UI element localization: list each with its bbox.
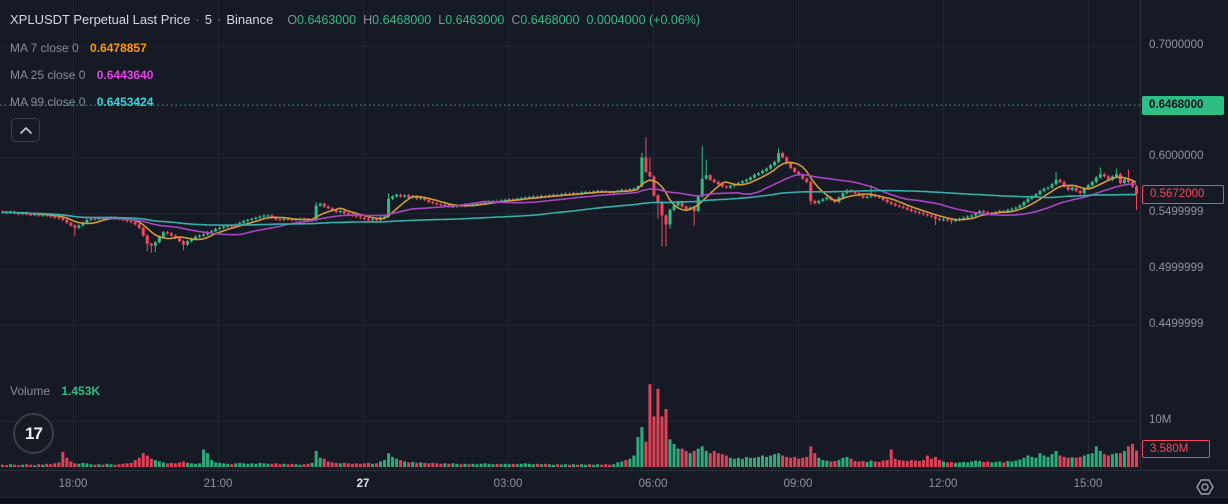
ma99-legend-row[interactable]: MA 99 close 0 0.6453424 (10, 95, 153, 109)
change-percent: (+0.06%) (649, 13, 701, 27)
time-axis-label: 27 (356, 478, 370, 490)
close-value: 0.6468000 (520, 13, 580, 27)
price-axis-label: 0.4499999 (1149, 317, 1204, 330)
tradingview-logo-glyph: 17 (25, 423, 43, 443)
time-axis-label: 09:00 (783, 478, 813, 490)
change-value: 0.0004000 (586, 13, 646, 27)
ma99-label: MA 99 close 0 (10, 95, 86, 109)
ohlc-readout: O0.6463000 H0.6468000 L0.6463000 C0.6468000… (287, 13, 700, 27)
time-axis-label: 06:00 (638, 478, 668, 490)
ma25-value: 0.6443640 (96, 68, 154, 82)
time-axis-label: 03:00 (493, 478, 523, 490)
title-separator: · (216, 12, 222, 27)
time-axis-label: 21:00 (203, 478, 233, 490)
current-volume-badge: 3.580M (1142, 439, 1210, 458)
volume-value: 1.453K (61, 384, 101, 398)
tradingview-logo[interactable]: 17 (13, 413, 54, 454)
ma7-value: 0.6478857 (90, 41, 147, 55)
widget-bottom-strip (0, 497, 1228, 504)
price-axis-label: 0.4999999 (1149, 262, 1204, 275)
price-axis-label: 0.7000000 (1149, 38, 1204, 51)
ma7-legend-row[interactable]: MA 7 close 0 0.6478857 (10, 41, 147, 55)
time-axis-label: 18:00 (58, 478, 88, 490)
price-axis-label: 0.5499999 (1149, 206, 1204, 219)
volume-legend-row[interactable]: Volume 1.453K (10, 384, 100, 398)
time-axis-label: 15:00 (1073, 478, 1103, 490)
low-value: 0.6463000 (445, 13, 505, 27)
open-label: O (287, 13, 298, 27)
axis-settings-gear-icon[interactable] (1194, 477, 1218, 497)
exchange-label: Binance (226, 12, 274, 27)
ma25-legend-row[interactable]: MA 25 close 0 0.6443640 (10, 68, 153, 82)
chevron-up-icon (19, 127, 32, 134)
high-value: 0.6468000 (372, 13, 432, 27)
current-close-badge: 0.5672000 (1142, 184, 1224, 204)
collapse-legend-button[interactable] (11, 118, 40, 142)
time-axis-label: 12:00 (928, 478, 958, 490)
high-label: H (363, 13, 373, 27)
title-separator: · (195, 12, 200, 27)
ma99-value: 0.6453424 (96, 95, 154, 109)
price-axis-label: 0.6000000 (1149, 150, 1204, 163)
volume-scale-label: 10M (1149, 414, 1172, 426)
symbol-title[interactable]: XPLUSDT Perpetual Last Price (10, 12, 191, 27)
last-price-badge: 0.6468000 (1142, 95, 1224, 115)
low-label: L (438, 13, 446, 27)
close-label: C (511, 13, 521, 27)
volume-label: Volume (10, 384, 51, 398)
chart-header: XPLUSDT Perpetual Last Price · 5 · Binance O0… (10, 12, 700, 27)
ma25-label: MA 25 close 0 (10, 68, 86, 82)
open-value: 0.6463000 (297, 13, 357, 27)
interval-label[interactable]: 5 (204, 12, 212, 27)
ma7-label: MA 7 close 0 (10, 41, 79, 55)
